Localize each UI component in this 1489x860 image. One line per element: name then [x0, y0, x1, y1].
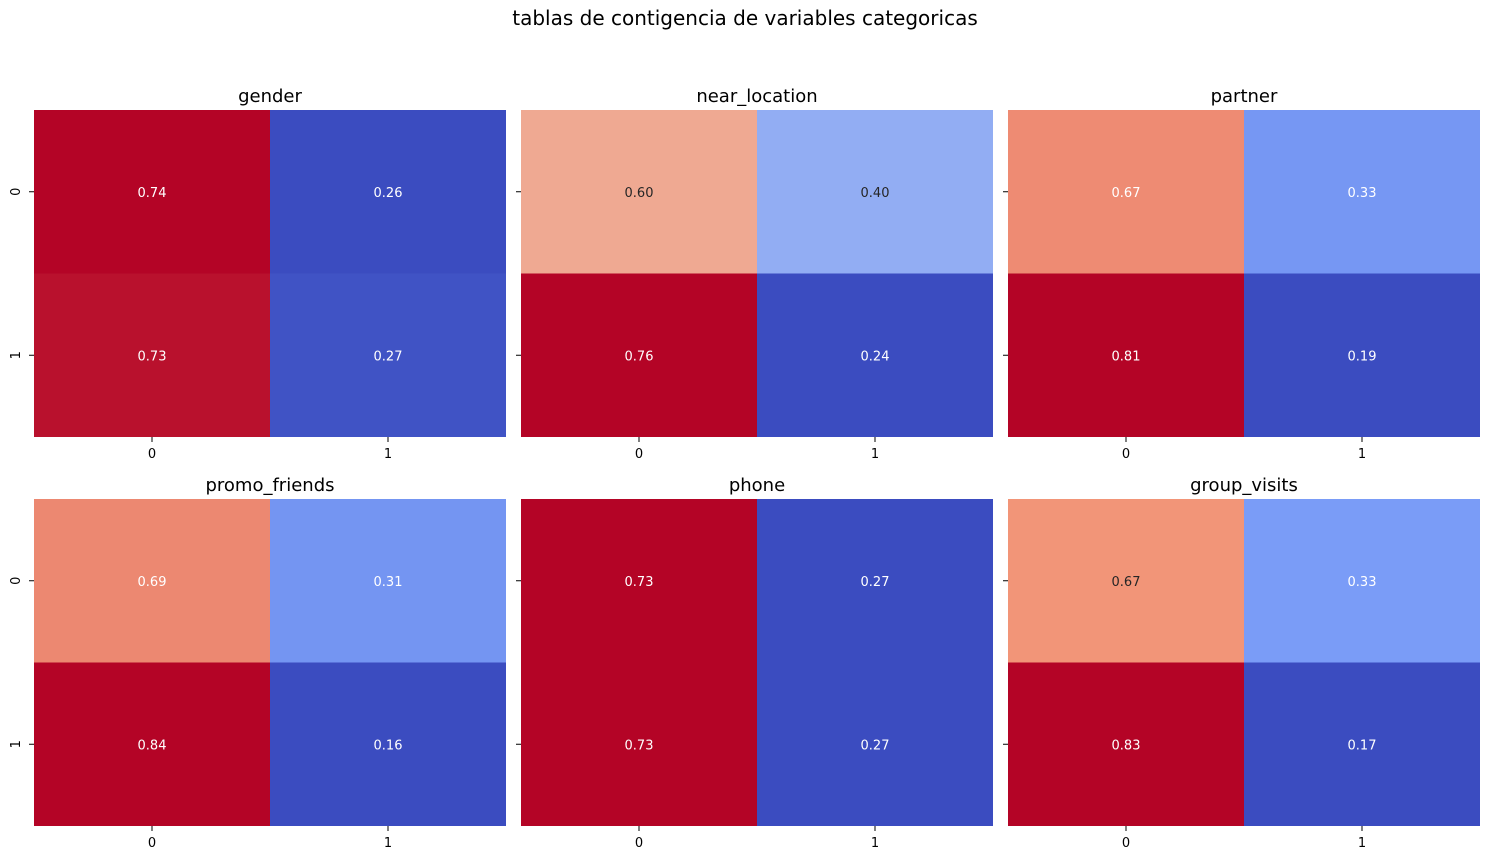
cell-value-label: 0.67: [1112, 186, 1141, 201]
heatmap-cell: [34, 662, 270, 826]
y-tick-label: 1: [9, 351, 24, 359]
heatmap-cell: [1244, 662, 1480, 826]
heatmap-panel-near-location: near_location 0.60 0.40 0.76 0.24 0 1: [516, 86, 993, 462]
x-tick-label: 1: [871, 447, 879, 462]
heatmap-cell: [34, 110, 270, 274]
cell-value-label: 0.76: [625, 349, 654, 364]
heatmap-panels: gender 0.74 0.26 0.73 0.27 0 1 0 1 near_location 0…: [9, 86, 1480, 851]
heatmap-cell: [757, 273, 993, 437]
x-tick-label: 1: [1358, 836, 1366, 851]
heatmap-cell: [521, 273, 757, 437]
heatmap-panel-gender: gender 0.74 0.26 0.73 0.27 0 1 0 1: [9, 86, 506, 462]
cell-value-label: 0.27: [374, 349, 403, 364]
heatmap-panel-phone: phone 0.73 0.27 0.73 0.27 0 1: [516, 475, 993, 851]
panel-title: gender: [238, 86, 302, 107]
cell-value-label: 0.73: [625, 738, 654, 753]
heatmap-cell: [1008, 662, 1244, 826]
heatmap-panel-promo-friends: promo_friends 0.69 0.31 0.84 0.16 0 1 0 1: [9, 475, 506, 851]
cell-value-label: 0.73: [138, 349, 167, 364]
cell-value-label: 0.26: [374, 186, 403, 201]
heatmap-cell: [270, 273, 506, 437]
heatmap-cell: [1244, 273, 1480, 437]
y-tick-label: 0: [9, 188, 24, 196]
heatmap-cell: [757, 662, 993, 826]
heatmap-cell: [521, 110, 757, 274]
heatmap-cell: [34, 499, 270, 663]
y-tick-label: 0: [9, 577, 24, 585]
cell-value-label: 0.81: [1112, 349, 1141, 364]
panel-title: near_location: [696, 86, 817, 107]
heatmap-panel-group-visits: group_visits 0.67 0.33 0.83 0.17 0 1: [1003, 475, 1480, 851]
x-tick-label: 0: [635, 836, 643, 851]
heatmap-cell: [1008, 273, 1244, 437]
x-tick-label: 1: [384, 836, 392, 851]
cell-value-label: 0.17: [1348, 738, 1377, 753]
x-tick-label: 1: [1358, 447, 1366, 462]
x-tick-label: 0: [1122, 447, 1130, 462]
figure-suptitle: tablas de contigencia de variables categ…: [512, 6, 978, 30]
x-tick-label: 0: [1122, 836, 1130, 851]
heatmap-cell: [34, 273, 270, 437]
x-tick-label: 1: [871, 836, 879, 851]
cell-value-label: 0.83: [1112, 738, 1141, 753]
x-tick-label: 1: [384, 447, 392, 462]
cell-value-label: 0.16: [374, 738, 403, 753]
heatmap-cell: [1008, 499, 1244, 663]
cell-value-label: 0.27: [861, 738, 890, 753]
cell-value-label: 0.31: [374, 575, 403, 590]
heatmap-cell: [1008, 110, 1244, 274]
heatmap-cell: [270, 110, 506, 274]
cell-value-label: 0.74: [138, 186, 167, 201]
x-tick-label: 0: [635, 447, 643, 462]
heatmap-cell: [270, 499, 506, 663]
x-tick-label: 0: [148, 447, 156, 462]
panel-title: partner: [1211, 86, 1278, 107]
cell-value-label: 0.33: [1348, 575, 1377, 590]
cell-value-label: 0.24: [861, 349, 890, 364]
cell-value-label: 0.27: [861, 575, 890, 590]
heatmap-panel-partner: partner 0.67 0.33 0.81 0.19 0 1: [1003, 86, 1480, 462]
cell-value-label: 0.67: [1112, 575, 1141, 590]
panel-title: group_visits: [1190, 475, 1298, 496]
cell-value-label: 0.60: [625, 186, 654, 201]
cell-value-label: 0.19: [1348, 349, 1377, 364]
heatmap-cell: [757, 110, 993, 274]
heatmap-cell: [1244, 499, 1480, 663]
x-tick-label: 0: [148, 836, 156, 851]
heatmap-cell: [521, 662, 757, 826]
heatmap-cell: [1244, 110, 1480, 274]
cell-value-label: 0.33: [1348, 186, 1377, 201]
heatmap-cell: [270, 662, 506, 826]
heatmap-cell: [521, 499, 757, 663]
cell-value-label: 0.69: [138, 575, 167, 590]
heatmap-cell: [757, 499, 993, 663]
cell-value-label: 0.40: [861, 186, 890, 201]
cell-value-label: 0.84: [138, 738, 167, 753]
panel-title: promo_friends: [205, 475, 334, 496]
y-tick-label: 1: [9, 740, 24, 748]
cell-value-label: 0.73: [625, 575, 654, 590]
panel-title: phone: [729, 475, 785, 496]
